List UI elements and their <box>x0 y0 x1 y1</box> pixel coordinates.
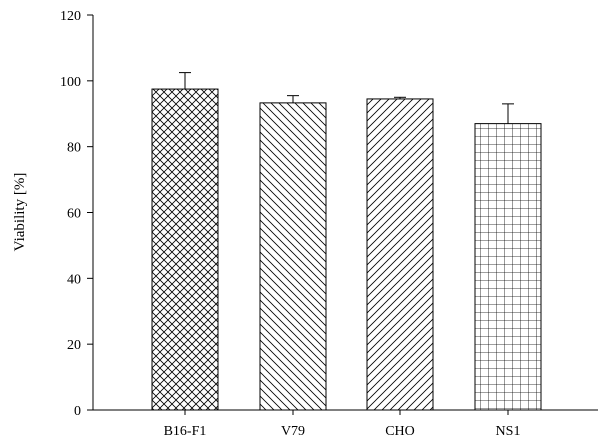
y-tick-label: 40 <box>67 272 81 287</box>
y-tick-label: 100 <box>60 75 81 90</box>
y-ticks: 0 20 40 60 80 100 120 <box>60 9 93 419</box>
y-tick-label: 80 <box>67 141 81 156</box>
bar-cho <box>366 98 434 411</box>
x-tick-label: CHO <box>385 424 415 439</box>
bar-ns1 <box>474 123 542 411</box>
y-axis-title: Viability [%] <box>12 173 28 252</box>
x-tick-label: V79 <box>281 424 305 439</box>
bar-v79 <box>259 102 327 411</box>
x-tick-label: NS1 <box>496 424 521 439</box>
bars <box>151 72 542 411</box>
y-tick-label: 0 <box>74 404 81 419</box>
y-tick-label: 20 <box>67 338 81 353</box>
y-tick-label: 60 <box>67 207 81 222</box>
y-tick-label: 120 <box>60 9 81 24</box>
x-labels: B16-F1 V79 CHO NS1 <box>164 410 521 439</box>
x-tick-label: B16-F1 <box>164 424 207 439</box>
bar-b16-f1 <box>151 88 219 411</box>
